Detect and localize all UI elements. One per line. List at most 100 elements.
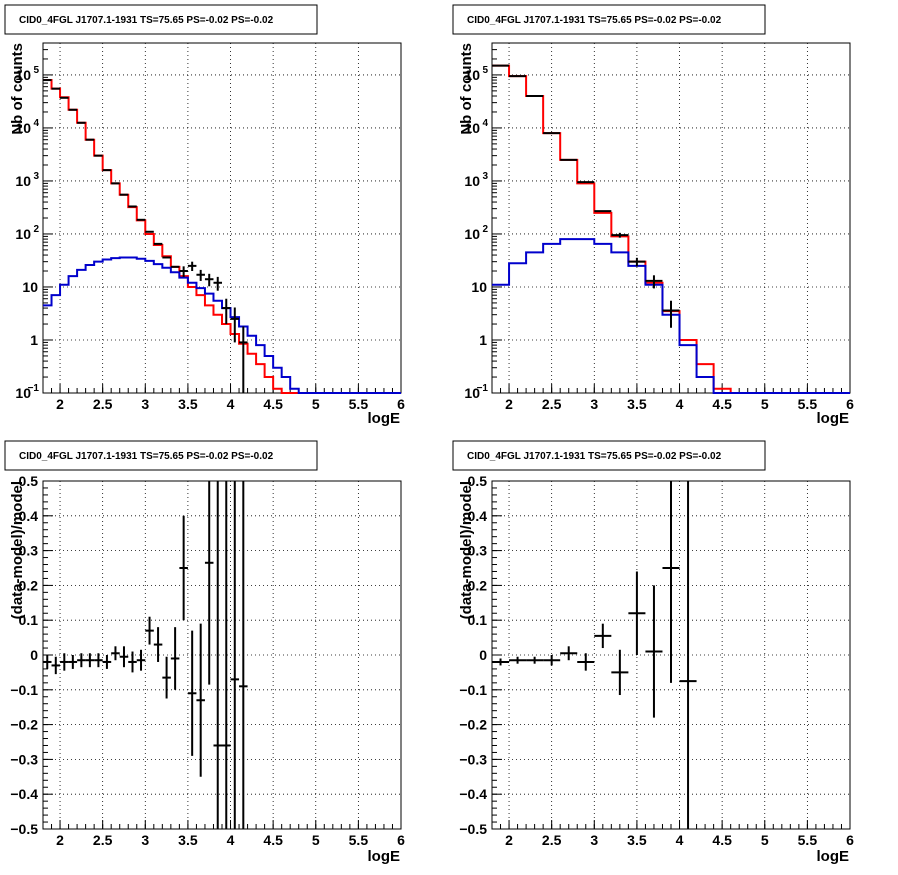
y-tick-exponent: 4	[33, 118, 39, 129]
y-tick-label: −0.5	[459, 821, 487, 837]
y-tick-label: 10	[22, 279, 38, 295]
y-tick-label: 0.5	[19, 473, 39, 489]
y-tick-label: −0.3	[459, 751, 487, 767]
y-tick-exponent: 5	[33, 65, 39, 76]
x-tick-label: 5.5	[798, 396, 818, 412]
y-tick-exponent: 2	[482, 224, 488, 235]
x-tick-label: 4	[227, 832, 235, 848]
chart-marks	[492, 481, 697, 829]
residual-point	[187, 630, 197, 756]
x-tick-label: 5	[312, 832, 320, 848]
x-tick-label: 2	[505, 396, 513, 412]
residual-point	[145, 616, 154, 645]
x-tick-label: 5	[761, 396, 769, 412]
x-tick-label: 2	[56, 832, 64, 848]
data-point	[213, 276, 222, 291]
x-tick-label: 2.5	[542, 832, 562, 848]
y-tick-exponent: 5	[482, 65, 488, 76]
residual-point	[645, 585, 663, 718]
y-tick-label: 0.4	[468, 508, 488, 524]
x-tick-label: 4	[227, 396, 235, 412]
chart-marks	[492, 64, 850, 394]
y-tick-exponent: 3	[482, 171, 488, 182]
y-tick-label: 10	[15, 67, 31, 83]
y-tick-label: 0.5	[468, 473, 488, 489]
residual-point	[196, 623, 205, 777]
plot-frame	[491, 42, 851, 394]
x-tick-label: 6	[397, 832, 405, 848]
y-tick-exponent: −1	[477, 383, 489, 394]
y-axis-label: Nb of counts	[9, 43, 26, 135]
panel-title-box	[4, 4, 318, 35]
data-point	[179, 266, 188, 277]
residual-point	[594, 623, 612, 649]
residual-point	[119, 646, 129, 668]
y-tick-exponent: 2	[33, 224, 39, 235]
x-tick-label: 3.5	[178, 396, 198, 412]
y-tick-labels: −0.5 −0.4 −0.3 −0.2 −0.1 0 0.1 0.2 0.3 0.4 0.5	[10, 473, 53, 837]
y-tick-label: 10	[464, 226, 480, 242]
x-tick-label: 3.5	[627, 396, 647, 412]
panel-title: CID0_4FGL J1707.1-1931 TS=75.65 PS=-0.02…	[467, 451, 722, 462]
x-tick-label: 2.5	[93, 832, 113, 848]
panel-residuals-fine: CID0_4FGL J1707.1-1931 TS=75.65 PS=-0.02…	[4, 440, 405, 865]
data-point	[662, 300, 680, 328]
residual-point	[213, 481, 222, 829]
residual-point	[51, 656, 61, 675]
x-tick-label: 4.5	[263, 396, 283, 412]
y-tick-label: 0.2	[19, 577, 39, 593]
y-tick-label: 0.1	[19, 612, 39, 628]
panel-title-box	[4, 440, 318, 471]
residual-point	[85, 653, 95, 668]
residual-point	[153, 627, 163, 662]
y-tick-exponent: −1	[28, 383, 40, 394]
residual-point	[136, 649, 146, 671]
panel-title: CID0_4FGL J1707.1-1931 TS=75.65 PS=-0.02…	[467, 15, 722, 26]
panel-residuals-coarse: CID0_4FGL J1707.1-1931 TS=75.65 PS=-0.02…	[452, 440, 854, 865]
x-tick-label: 4.5	[712, 832, 732, 848]
x-axis-label: logE	[368, 410, 401, 427]
x-tick-labels: 2 2.5 3 3.5 4 4.5 5 5.5 6	[42, 384, 405, 412]
x-tick-labels: 2 2.5 3 3.5 4 4.5 5 5.5 6	[491, 384, 854, 412]
y-tick-label: −0.5	[10, 821, 38, 837]
x-tick-label: 2.5	[542, 396, 562, 412]
x-tick-label: 4	[676, 832, 684, 848]
x-tick-label: 4.5	[263, 832, 283, 848]
data-point	[222, 298, 231, 325]
y-tick-exponent: 3	[33, 171, 39, 182]
chart-marks	[43, 79, 401, 394]
x-tick-label: 2	[56, 396, 64, 412]
y-tick-label: 10	[15, 385, 31, 401]
panel-title-box	[452, 4, 766, 35]
residual-point	[94, 653, 103, 668]
y-tick-label: 10	[15, 173, 31, 189]
x-tick-labels: 2 2.5 3 3.5 4 4.5 5 5.5 6	[491, 820, 854, 848]
y-tick-label: −0.2	[459, 717, 487, 733]
residual-point	[128, 651, 137, 673]
residual-point	[577, 653, 595, 671]
y-tick-label: 10	[15, 120, 31, 136]
panel-counts-fine: CID0_4FGL J1707.1-1931 TS=75.65 PS=-0.02…	[4, 4, 405, 427]
panel-counts-coarse: CID0_4FGL J1707.1-1931 TS=75.65 PS=-0.02…	[452, 4, 854, 427]
residual-point	[68, 655, 78, 669]
x-tick-label: 3.5	[627, 832, 647, 848]
x-tick-label: 5.5	[798, 832, 818, 848]
source_model-step-line	[492, 238, 850, 394]
total_model-step-line	[492, 64, 850, 394]
residual-point	[239, 481, 248, 829]
residual-point	[60, 653, 69, 671]
panel-title: CID0_4FGL J1707.1-1931 TS=75.65 PS=-0.02…	[19, 15, 274, 26]
chart-marks	[43, 481, 248, 829]
x-tick-label: 6	[846, 832, 854, 848]
x-tick-label: 5.5	[349, 396, 369, 412]
residual-point	[662, 481, 680, 683]
y-axis-label: (data-model)/model	[9, 481, 26, 619]
grid	[43, 43, 401, 393]
residual-point	[179, 515, 188, 621]
residual-point	[509, 656, 527, 664]
y-tick-label: 0.4	[19, 508, 39, 524]
data-point	[196, 269, 205, 281]
x-axis-label: logE	[817, 848, 850, 865]
residual-point	[526, 656, 544, 664]
residual-point	[43, 655, 52, 669]
